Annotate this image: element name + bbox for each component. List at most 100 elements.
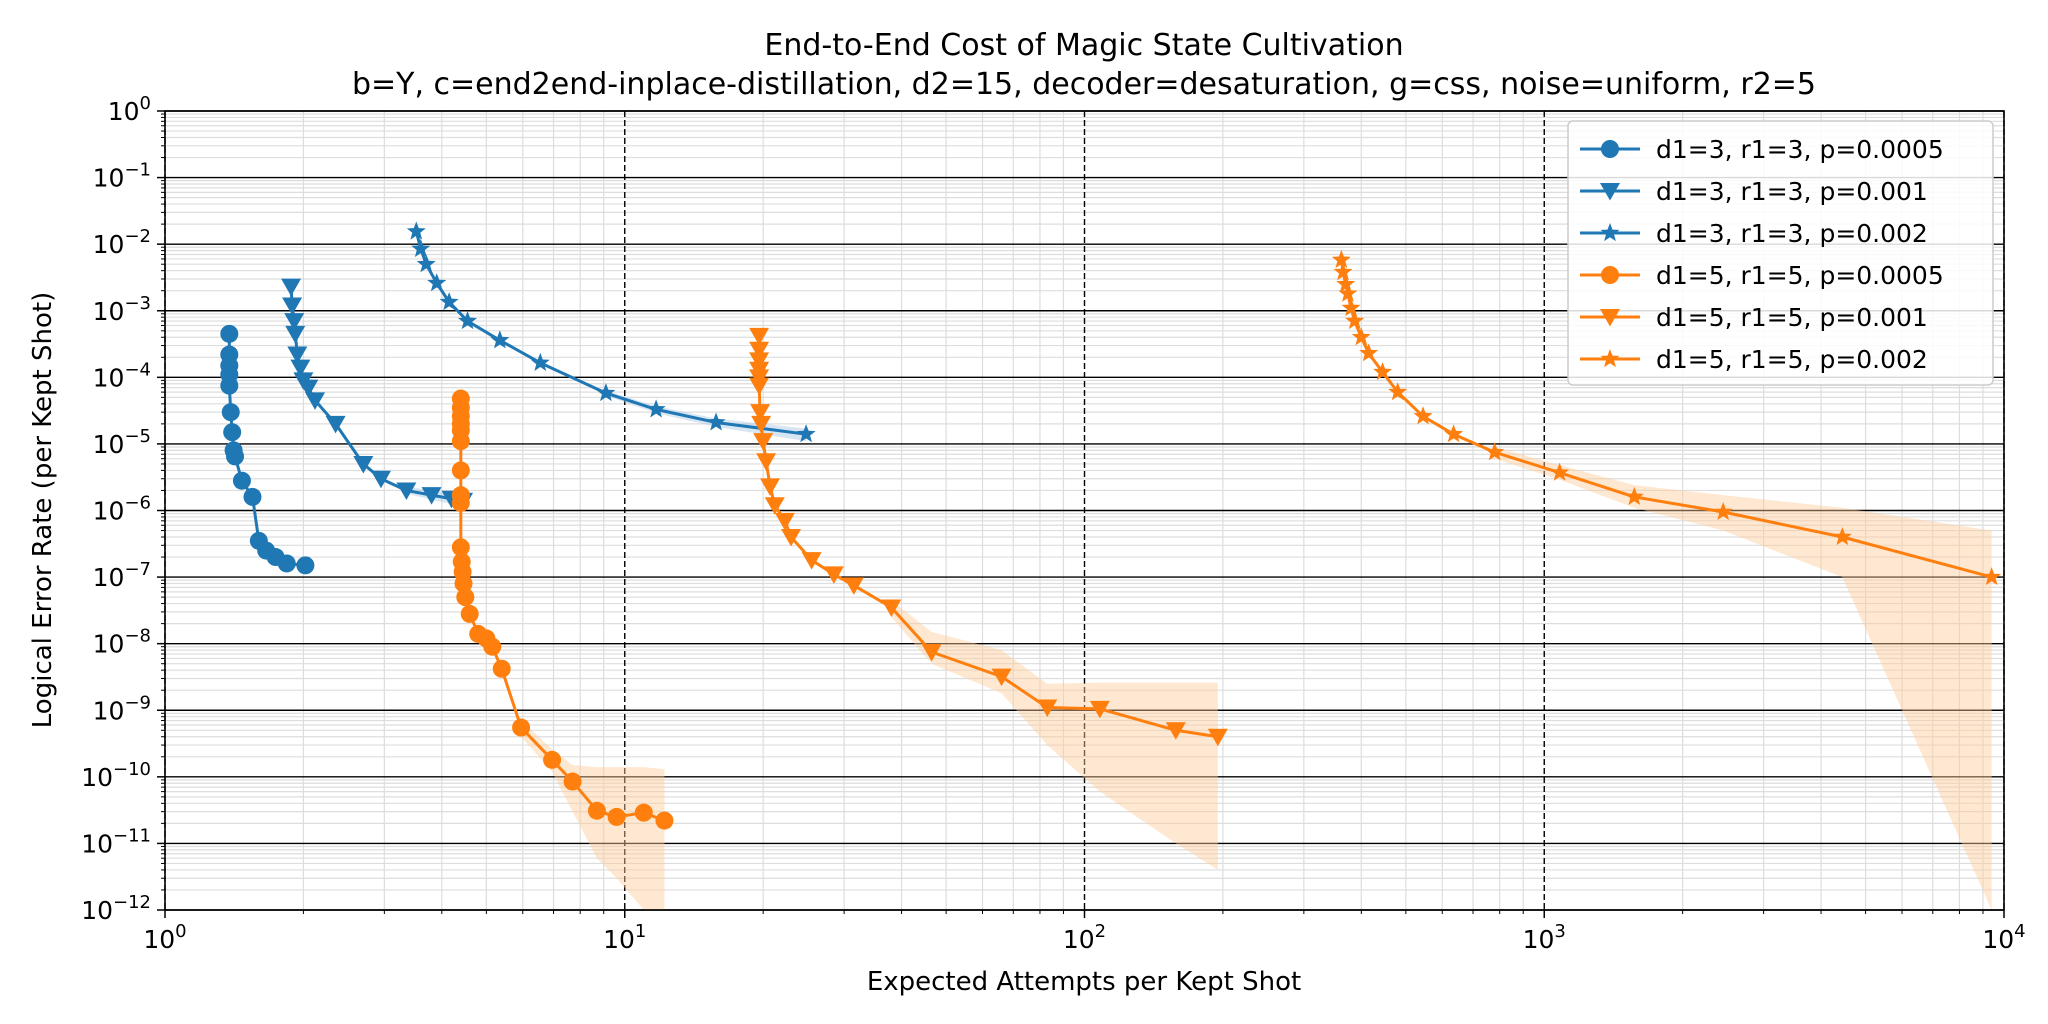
data-point (881, 599, 902, 617)
data-point (282, 297, 303, 315)
data-point (1089, 700, 1110, 719)
data-point (530, 352, 550, 371)
data-point (223, 423, 242, 442)
legend-marker (1600, 349, 1620, 368)
legend-frame (1567, 120, 1994, 386)
y-tick-label: 10−8 (93, 626, 151, 659)
data-point (1444, 424, 1464, 443)
data-point (451, 493, 470, 512)
data-point (1331, 249, 1351, 269)
x-tick-label: 101 (603, 921, 646, 954)
x-tick-label: 103 (1523, 921, 1566, 954)
legend: d1=3, r1=3, p=0.0005 d1=3, r1=3, p=0.001 d… (1567, 120, 1994, 386)
data-point (298, 379, 319, 398)
y-tick-label: 10−5 (93, 426, 151, 459)
data-point (1336, 274, 1356, 293)
legend-label: d1=5, r1=5, p=0.002 (1656, 345, 1928, 374)
data-point (1341, 297, 1361, 317)
data-point (751, 415, 772, 434)
confidence-band-5 (1494, 446, 1992, 910)
data-point (277, 554, 296, 573)
data-point (1413, 406, 1433, 425)
data-point (1359, 343, 1379, 362)
data-point (1333, 262, 1353, 281)
y-tick-label: 10−3 (93, 293, 151, 326)
data-point (1550, 462, 1570, 481)
data-point (750, 404, 771, 422)
data-point (801, 552, 822, 570)
data-point (406, 221, 426, 240)
data-point (1165, 722, 1186, 740)
data-point (774, 512, 795, 531)
y-tick-label: 100 (108, 93, 151, 126)
y-axis-label: Logical Error Rate (per Kept Shot) (28, 292, 58, 728)
x-axis-ticks: 100 101 102 103 104 (143, 910, 2026, 954)
data-point (749, 327, 770, 346)
data-point (1207, 728, 1228, 747)
data-point (749, 352, 770, 370)
data-point (753, 433, 774, 451)
data-point (634, 803, 653, 822)
y-tick-label: 10−9 (93, 692, 151, 725)
data-point (460, 604, 479, 623)
data-point (411, 238, 431, 257)
y-tick-label: 10−4 (93, 359, 151, 392)
data-point (439, 292, 459, 311)
legend-marker (1601, 140, 1619, 158)
data-point (1037, 699, 1058, 717)
data-point (287, 346, 308, 365)
data-point (305, 392, 326, 410)
data-point (823, 566, 844, 584)
data-point (396, 482, 417, 500)
data-point (483, 637, 502, 656)
data-point (451, 432, 470, 451)
legend-marker (1600, 309, 1620, 327)
y-tick-label: 10−11 (81, 825, 151, 858)
data-point (1713, 501, 1733, 521)
data-point (427, 273, 447, 292)
data-point (1373, 362, 1393, 381)
legend-label: d1=5, r1=5, p=0.0005 (1656, 261, 1944, 290)
y-tick-label: 10−12 (81, 892, 151, 925)
data-point (290, 359, 311, 378)
data-point (1485, 442, 1505, 461)
y-tick-label: 10−7 (93, 559, 151, 592)
data-point (607, 807, 626, 826)
data-point (781, 528, 802, 547)
series-markers (220, 221, 2002, 830)
data-point (749, 377, 770, 396)
data-point (416, 254, 436, 273)
data-point (490, 330, 510, 349)
legend-entries: d1=3, r1=3, p=0.0005 d1=3, r1=3, p=0.001 d… (1580, 135, 1944, 374)
y-tick-label: 10−10 (81, 759, 151, 792)
data-point (991, 668, 1012, 687)
data-point (921, 643, 942, 662)
data-point (512, 718, 531, 737)
data-point (1982, 567, 2002, 586)
data-point (760, 478, 781, 496)
data-point (284, 313, 305, 331)
data-point (749, 341, 770, 360)
x-axis-label: Expected Attempts per Kept Shot (867, 967, 1301, 997)
chart-subtitle: b=Y, c=end2end-inplace-distillation, d2=… (352, 67, 1816, 102)
data-point (220, 324, 239, 343)
data-point (454, 574, 473, 593)
data-point (371, 470, 392, 489)
legend-label: d1=3, r1=3, p=0.002 (1656, 219, 1928, 248)
data-point (543, 750, 562, 769)
data-point (843, 577, 864, 595)
data-point (451, 538, 470, 557)
x-tick-label: 100 (143, 921, 186, 954)
data-point (1388, 382, 1408, 401)
x-tick-label: 102 (1063, 921, 1106, 954)
legend-label: d1=3, r1=3, p=0.0005 (1656, 135, 1944, 164)
data-point (221, 403, 240, 422)
legend-label: d1=5, r1=5, p=0.001 (1656, 303, 1928, 332)
data-point (243, 487, 262, 506)
data-point (281, 278, 302, 297)
data-point (285, 325, 306, 344)
data-point (451, 461, 470, 480)
legend-marker (1601, 266, 1619, 284)
data-point (296, 556, 315, 575)
